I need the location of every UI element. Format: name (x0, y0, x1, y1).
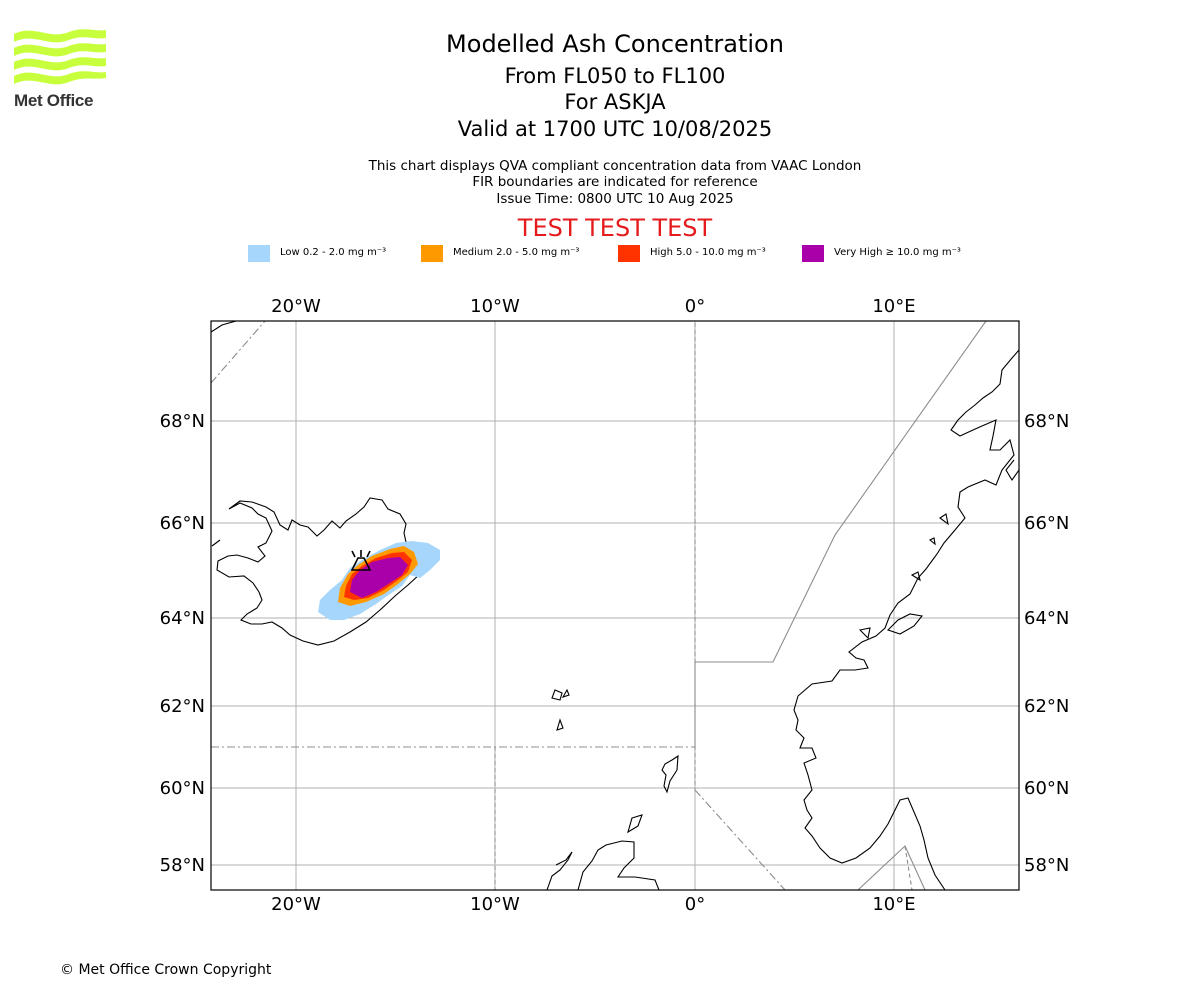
lon-tick-top: 10°E (872, 296, 915, 317)
lat-tick-left: 68°N (160, 411, 205, 432)
legend-swatch-medium (421, 245, 443, 262)
lon-tick-top: 10°W (470, 296, 520, 317)
lon-tick-bottom: 10°W (470, 894, 520, 915)
fir-boundaries (211, 321, 987, 890)
lon-tick-bottom: 10°E (872, 894, 915, 915)
lon-tick-top: 0° (685, 296, 705, 317)
met-office-logo (14, 29, 106, 85)
description-text: This chart displays QVA compliant concen… (368, 158, 862, 174)
logo-text: Met Office (14, 91, 94, 110)
ash-concentration-map: 20°W 10°W 0° 10°E 20°W 10°W 0° 10°E 68°N… (160, 296, 1070, 915)
lon-tick-top: 20°W (271, 296, 321, 317)
lat-tick-right: 60°N (1024, 778, 1069, 799)
issue-time: Issue Time: 0800 UTC 10 Aug 2025 (496, 191, 734, 207)
lat-tick-left: 58°N (160, 855, 205, 876)
ash-contours (318, 541, 440, 620)
lon-tick-bottom: 20°W (271, 894, 321, 915)
test-banner: TEST TEST TEST (517, 214, 713, 242)
ash-contour-very-high (350, 557, 408, 598)
fir-note: FIR boundaries are indicated for referen… (472, 174, 758, 190)
legend-swatch-very-high (802, 245, 824, 262)
lat-tick-left: 60°N (160, 778, 205, 799)
legend-label-very-high: Very High ≥ 10.0 mg m⁻³ (834, 247, 961, 258)
legend-label-medium: Medium 2.0 - 5.0 mg m⁻³ (453, 247, 580, 258)
volcano-name: For ASKJA (564, 90, 666, 114)
lat-tick-right: 66°N (1024, 513, 1069, 534)
legend-label-low: Low 0.2 - 2.0 mg m⁻³ (280, 247, 387, 258)
legend-swatch-high (618, 245, 640, 262)
chart-title: Modelled Ash Concentration (446, 30, 784, 58)
legend-swatch-low (248, 245, 270, 262)
lat-tick-left: 62°N (160, 696, 205, 717)
legend-label-high: High 5.0 - 10.0 mg m⁻³ (650, 247, 766, 258)
flight-levels: From FL050 to FL100 (504, 64, 726, 88)
lat-tick-left: 66°N (160, 513, 205, 534)
lat-tick-right: 62°N (1024, 696, 1069, 717)
lat-tick-left: 64°N (160, 608, 205, 629)
copyright-text: © Met Office Crown Copyright (60, 962, 272, 978)
coastlines (211, 321, 1019, 890)
lat-tick-right: 58°N (1024, 855, 1069, 876)
valid-time: Valid at 1700 UTC 10/08/2025 (457, 117, 773, 141)
lon-tick-bottom: 0° (685, 894, 705, 915)
map-frame (210, 320, 1020, 891)
lat-tick-right: 68°N (1024, 411, 1069, 432)
lat-tick-right: 64°N (1024, 608, 1069, 629)
volcano-icon (350, 550, 372, 571)
